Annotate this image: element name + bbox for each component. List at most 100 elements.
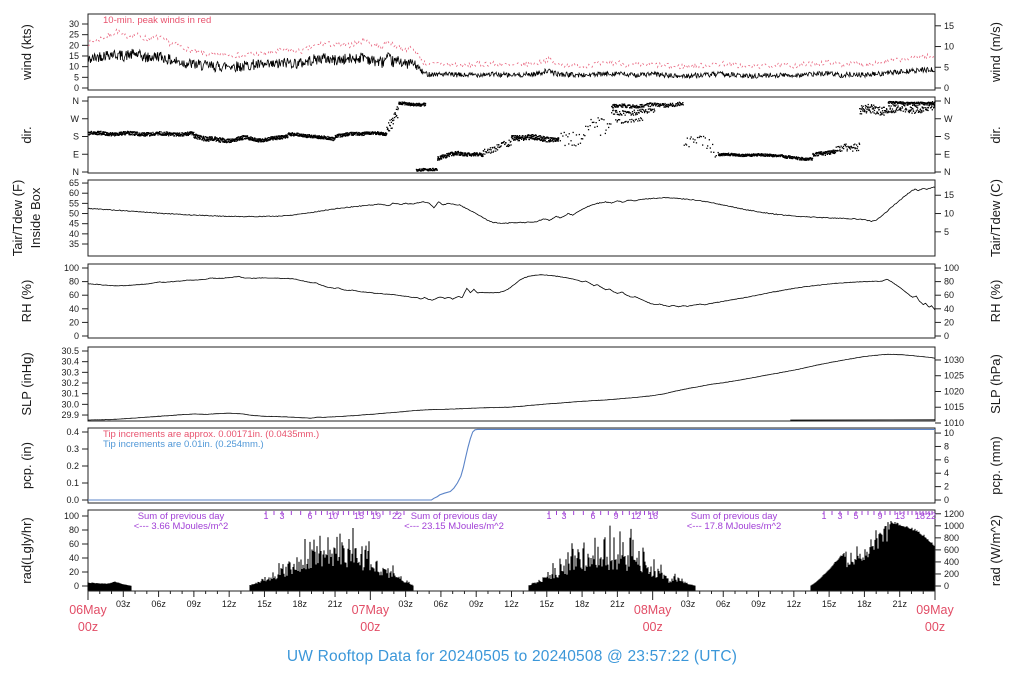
tick-label: 60 bbox=[944, 290, 954, 300]
tick-label: 100 bbox=[64, 511, 79, 521]
tick-label: 20 bbox=[944, 317, 954, 327]
left-axis-title: pcp. (in) bbox=[19, 442, 34, 489]
tick-label: 0 bbox=[944, 495, 949, 505]
left-axis-title-line2: Inside Box bbox=[28, 187, 43, 248]
hour-label: 21z bbox=[610, 599, 625, 609]
right-axis-title: RH (%) bbox=[988, 280, 1003, 323]
tick-label: W bbox=[71, 114, 80, 124]
tick-label: 15 bbox=[944, 190, 954, 200]
tick-label: 1000 bbox=[944, 521, 964, 531]
chart-title: UW Rooftop Data for 20240505 to 20240508… bbox=[286, 648, 738, 665]
panel-rad: 020406080100020040060080010001200rad(Lgl… bbox=[19, 509, 1003, 592]
slp-series bbox=[87, 353, 936, 421]
mj-label: 1 bbox=[263, 511, 268, 521]
tick-label: 0 bbox=[944, 331, 949, 341]
rad-mj-ticks-2: 1 3 5 9 13 18 22 bbox=[821, 511, 936, 521]
hour-label: 18z bbox=[857, 599, 872, 609]
hour-label: 15z bbox=[540, 599, 555, 609]
tick-label: 55 bbox=[69, 198, 79, 208]
panel-border-temp bbox=[87, 179, 936, 257]
panel-border-rh bbox=[87, 263, 936, 339]
tick-label: 60 bbox=[69, 290, 79, 300]
tick-label: N bbox=[73, 167, 80, 177]
left-axis-title: RH (%) bbox=[19, 280, 34, 323]
mj-label: 3 bbox=[837, 511, 842, 521]
tick-label: 30 bbox=[69, 19, 79, 29]
tick-label: 600 bbox=[944, 545, 959, 555]
peak-wind-series bbox=[87, 28, 936, 70]
left-axis-title: dir. bbox=[19, 126, 34, 143]
tick-label: 200 bbox=[944, 569, 959, 579]
tick-label: 1010 bbox=[944, 418, 964, 428]
tick-label: 0 bbox=[74, 331, 79, 341]
tick-label: 10 bbox=[944, 428, 954, 438]
hour-label: 15z bbox=[257, 599, 272, 609]
hour-label: 12z bbox=[504, 599, 519, 609]
hour-label: 03z bbox=[398, 599, 413, 609]
tick-label: 25 bbox=[69, 30, 79, 40]
mj-label: 3 bbox=[561, 511, 566, 521]
right-axis-title: dir. bbox=[988, 126, 1003, 143]
svg-text:Sum of previous day: Sum of previous day bbox=[138, 511, 225, 522]
mj-label: 13 bbox=[895, 511, 905, 521]
date-sublabel: 00z bbox=[925, 620, 945, 634]
hour-label: 21z bbox=[892, 599, 907, 609]
tick-label: 80 bbox=[944, 277, 954, 287]
mj-label: 12 bbox=[631, 511, 641, 521]
tick-label: 100 bbox=[944, 263, 959, 273]
date-sublabel: 00z bbox=[643, 620, 663, 634]
tick-label: 10 bbox=[69, 62, 79, 72]
tick-label: 65 bbox=[69, 178, 79, 188]
tick-label: 60 bbox=[69, 539, 79, 549]
rad-mj-ticks-0: 1 3 6 10 15 19 22 bbox=[263, 511, 405, 521]
hour-label: 12z bbox=[222, 599, 237, 609]
tick-label: 800 bbox=[944, 533, 959, 543]
tick-label: 0 bbox=[74, 83, 79, 93]
mj-label: 16 bbox=[648, 511, 658, 521]
tick-label: 10 bbox=[944, 209, 954, 219]
tick-label: 1030 bbox=[944, 355, 964, 365]
tick-label: 4 bbox=[944, 468, 949, 478]
left-axis-title: SLP (inHg) bbox=[19, 352, 34, 415]
right-axis-title: SLP (hPa) bbox=[988, 354, 1003, 414]
tick-label: 80 bbox=[69, 525, 79, 535]
date-label: 09May bbox=[916, 603, 954, 617]
tick-label: S bbox=[73, 132, 79, 142]
tick-label: 0 bbox=[944, 581, 949, 591]
hour-label: 06z bbox=[716, 599, 731, 609]
hour-label: 12z bbox=[787, 599, 802, 609]
left-axis-title: rad(Lgly/hr) bbox=[19, 517, 34, 583]
tick-label: 50 bbox=[69, 209, 79, 219]
tick-label: 80 bbox=[69, 277, 79, 287]
tair-series bbox=[88, 186, 936, 224]
tick-label: 1015 bbox=[944, 402, 964, 412]
tick-label: N bbox=[944, 167, 951, 177]
tick-label: 40 bbox=[69, 304, 79, 314]
tick-label: 1200 bbox=[944, 509, 964, 519]
mj-label: 6 bbox=[590, 511, 595, 521]
tick-label: 0 bbox=[74, 581, 79, 591]
mj-label: 22 bbox=[392, 511, 402, 521]
tick-label: 40 bbox=[69, 229, 79, 239]
tick-label: 45 bbox=[69, 219, 79, 229]
peak-wind-annotation: 10-min. peak winds in red bbox=[103, 15, 211, 26]
mj-label: 3 bbox=[279, 511, 284, 521]
svg-text:<--- 3.66 MJoules/m^2: <--- 3.66 MJoules/m^2 bbox=[134, 521, 228, 532]
tick-label: 5 bbox=[74, 72, 79, 82]
mj-label: 1 bbox=[546, 511, 551, 521]
tick-label: 30.3 bbox=[61, 367, 79, 377]
tick-label: 0.1 bbox=[66, 478, 79, 488]
tick-label: W bbox=[944, 114, 953, 124]
tick-label: 5 bbox=[944, 227, 949, 237]
hour-label: 03z bbox=[681, 599, 696, 609]
mj-label: 5 bbox=[853, 511, 858, 521]
hour-label: 21z bbox=[328, 599, 343, 609]
hour-label: 18z bbox=[292, 599, 307, 609]
hour-label: 06z bbox=[151, 599, 166, 609]
mj-label: 1 bbox=[821, 511, 826, 521]
wind-direction-scatter bbox=[87, 100, 936, 172]
panel-pcp: 0.0 0.1 0.2 0.3 0.4 0 2 4 6 8 10 pcp. (in) pcp. (mm) bbox=[19, 427, 1003, 505]
mj-label: 19 bbox=[371, 511, 381, 521]
